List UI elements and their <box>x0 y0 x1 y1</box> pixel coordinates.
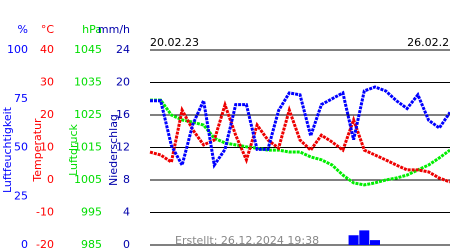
y-tick-label: 8 <box>123 173 130 186</box>
x-tick-label: 26.02.23 <box>407 36 450 49</box>
y-tick-label: 50 <box>14 141 28 154</box>
y-tick-label: 25 <box>14 189 28 202</box>
y-tick-label: 16 <box>116 108 130 121</box>
y-tick-label: -10 <box>36 206 54 219</box>
x-tick-label: 20.02.23 <box>150 36 199 49</box>
y-tick-label: 1015 <box>74 141 102 154</box>
y-tick-label: 100 <box>7 43 28 56</box>
footer: Erstellt: 26.12.2024 19:38 <box>175 234 319 247</box>
axis-title: Luftfeuchtigkeit <box>1 106 14 193</box>
axis-unit: % <box>18 23 28 36</box>
axis-unit: mm/h <box>98 23 130 36</box>
series-line <box>149 100 450 184</box>
axis-unit: °C <box>41 23 55 36</box>
y-tick-label: 40 <box>40 43 54 56</box>
axis-title: Luftdruck <box>67 123 80 175</box>
y-tick-label: 12 <box>116 141 130 154</box>
y-tick-label: 1045 <box>74 43 102 56</box>
y-tick-label: -20 <box>36 238 54 250</box>
y-tick-label: 1025 <box>74 108 102 121</box>
axis-title: Niederschlag <box>107 114 120 186</box>
y-tick-label: 4 <box>123 206 130 219</box>
y-tick-label: 0 <box>123 238 130 250</box>
y-tick-label: 20 <box>40 108 54 121</box>
y-tick-label: 20 <box>116 76 130 89</box>
y-tick-label: 10 <box>40 141 54 154</box>
bar <box>348 235 359 245</box>
y-tick-label: 75 <box>14 92 28 105</box>
y-tick-label: 995 <box>81 206 102 219</box>
series-line <box>150 85 450 170</box>
y-tick-label: 30 <box>40 76 54 89</box>
series-line <box>150 98 450 187</box>
y-tick-label: 24 <box>116 43 130 56</box>
axis-unit: hPa <box>82 23 102 36</box>
axis-title: Temperatur <box>31 118 44 183</box>
bar <box>359 230 370 245</box>
y-tick-label: 0 <box>47 173 54 186</box>
y-tick-label: 1005 <box>74 173 102 186</box>
y-tick-label: 1035 <box>74 76 102 89</box>
y-tick-label: 985 <box>81 238 102 250</box>
y-tick-label: 0 <box>21 238 28 250</box>
bar <box>370 240 380 245</box>
